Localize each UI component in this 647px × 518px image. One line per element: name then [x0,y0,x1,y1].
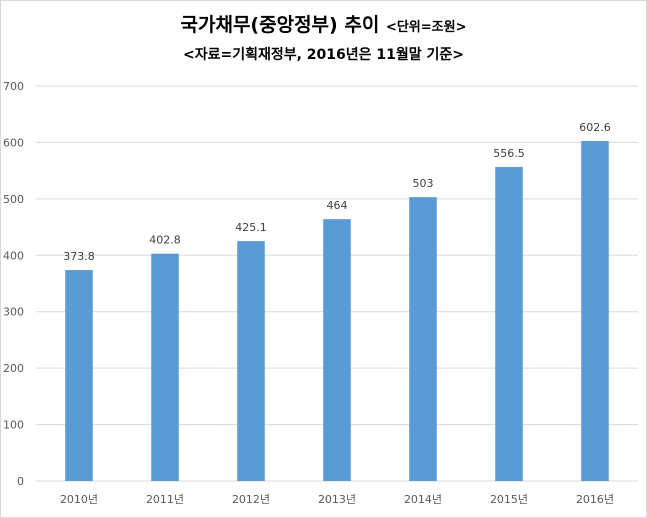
x-tick-label: 2013년 [318,493,356,506]
x-tick-label: 2010년 [60,493,98,506]
data-label: 503 [413,177,434,190]
x-axis-ticks: 2010년 2011년 2012년 2013년 2014년 2015년 2016년 [60,493,614,506]
bar [323,219,351,481]
x-tick-label: 2016년 [576,493,614,506]
data-label: 556.5 [493,147,525,160]
chart-title-text: 국가채무(중앙정부) 추이 [180,14,380,36]
data-labels: 373.8 402.8 425.1 464 503 556.5 602.6 [63,121,611,263]
bar-series [65,140,609,481]
bar [409,197,437,481]
bar [65,270,93,481]
data-label: 373.8 [63,250,95,263]
x-tick-label: 2014년 [404,493,442,506]
x-tick-label: 2012년 [232,493,270,506]
data-label: 464 [327,199,348,212]
data-label: 425.1 [235,221,267,234]
y-tick-label: 0 [17,475,24,488]
bar [237,241,265,481]
bar [581,140,609,481]
chart-title-unit: <단위=조원> [385,20,467,35]
data-label: 402.8 [149,234,181,247]
y-tick-label: 100 [3,419,24,432]
x-tick-label: 2011년 [146,493,184,506]
y-tick-label: 500 [3,193,24,206]
y-tick-label: 400 [3,249,24,262]
chart-subtitle: <자료=기획재정부, 2016년은 11월말 기준> [182,47,465,63]
y-axis-ticks: 0 100 200 300 400 500 600 700 [3,80,24,488]
y-tick-label: 700 [3,80,24,93]
y-tick-label: 300 [3,306,24,319]
bar [151,253,179,481]
y-tick-label: 600 [3,136,24,149]
bar [495,166,523,481]
data-label: 602.6 [579,121,611,134]
y-tick-label: 200 [3,362,24,375]
x-tick-label: 2015년 [490,493,528,506]
chart-title: 국가채무(중앙정부) 추이 <단위=조원> [0,10,647,37]
